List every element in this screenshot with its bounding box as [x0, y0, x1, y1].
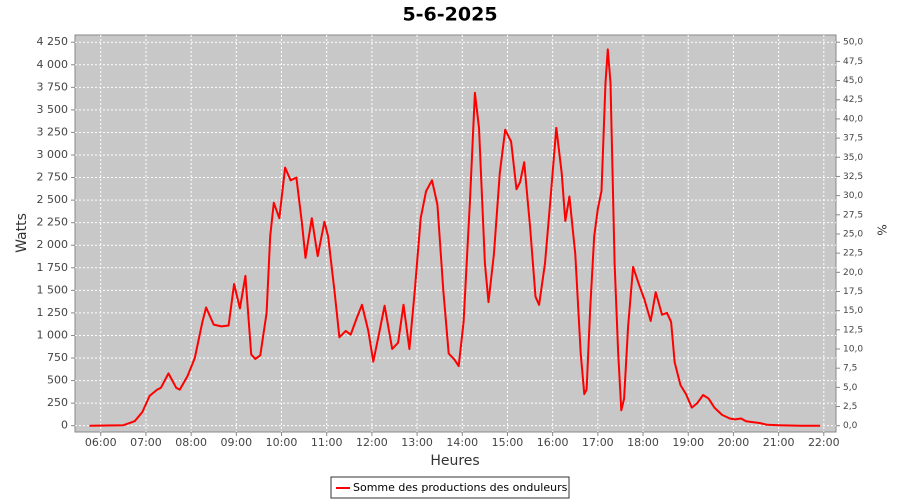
- x-tick-label: 16:00: [537, 436, 569, 449]
- y-tick-label: 2 750: [37, 171, 69, 184]
- y-tick-label: 1 000: [37, 328, 69, 341]
- y-tick-label: 500: [47, 374, 68, 387]
- legend-box: [330, 476, 570, 499]
- x-tick-label: 07:00: [130, 436, 162, 449]
- y-tick-label: 750: [47, 351, 68, 364]
- y-tick-label: 1 500: [37, 283, 69, 296]
- y2-tick-label: 15,0: [843, 306, 863, 316]
- y2-tick-label: 0,0: [843, 421, 858, 431]
- y-tick-label: 3 250: [37, 125, 69, 138]
- y2-axis-title: %: [875, 224, 889, 235]
- y-tick-label: 2 500: [37, 193, 69, 206]
- x-tick-label: 17:00: [582, 436, 614, 449]
- y-tick-label: 2 250: [37, 216, 69, 229]
- y-tick-label: 0: [61, 419, 68, 432]
- y2-tick-label: 22,5: [843, 249, 863, 259]
- y2-tick-label: 42,5: [843, 95, 863, 105]
- x-tick-label: 15:00: [492, 436, 524, 449]
- x-tick-label: 09:00: [220, 436, 252, 449]
- y-tick-label: 3 750: [37, 80, 69, 93]
- legend-label: Somme des productions des onduleurs: [353, 481, 568, 494]
- x-axis-title: Heures: [430, 453, 479, 469]
- x-tick-label: 22:00: [808, 436, 840, 449]
- y2-tick-label: 27,5: [843, 210, 863, 220]
- y-tick-label: 4 250: [37, 35, 69, 48]
- y2-tick-label: 40,0: [843, 114, 863, 124]
- y-tick-label: 1 250: [37, 306, 69, 319]
- y2-tick-label: 35,0: [843, 153, 863, 163]
- x-tick-label: 11:00: [311, 436, 343, 449]
- y-tick-label: 3 000: [37, 148, 69, 161]
- x-tick-label: 13:00: [401, 436, 433, 449]
- x-tick-label: 20:00: [718, 436, 750, 449]
- y2-tick-label: 2,5: [843, 402, 857, 412]
- y2-tick-label: 25,0: [843, 229, 863, 239]
- series-line: [89, 48, 821, 427]
- y2-tick-label: 20,0: [843, 268, 863, 278]
- plot-area: [74, 34, 837, 433]
- y-tick-label: 2 000: [37, 238, 69, 251]
- y2-tick-label: 17,5: [843, 287, 863, 297]
- x-tick-label: 12:00: [356, 436, 388, 449]
- y-axis-title: Watts: [14, 213, 30, 253]
- y2-tick-label: 32,5: [843, 172, 863, 182]
- x-tick-label: 18:00: [627, 436, 659, 449]
- x-tick-label: 10:00: [266, 436, 298, 449]
- y2-tick-label: 12,5: [843, 325, 863, 335]
- y2-tick-label: 45,0: [843, 76, 863, 86]
- y2-tick-label: 47,5: [843, 57, 863, 67]
- x-tick-label: 08:00: [175, 436, 207, 449]
- chart-title: 5-6-2025: [402, 4, 497, 26]
- y2-tick-label: 5,0: [843, 383, 858, 393]
- y2-tick-label: 10,0: [843, 345, 863, 355]
- x-tick-label: 19:00: [672, 436, 704, 449]
- y-tick-label: 4 000: [37, 58, 69, 71]
- y2-tick-label: 7,5: [843, 364, 857, 374]
- y2-tick-label: 30,0: [843, 191, 863, 201]
- y-tick-label: 3 500: [37, 103, 69, 116]
- x-tick-label: 21:00: [763, 436, 795, 449]
- x-tick-label: 14:00: [446, 436, 478, 449]
- y2-tick-label: 37,5: [843, 134, 863, 144]
- y-tick-label: 1 750: [37, 261, 69, 274]
- x-tick-label: 06:00: [85, 436, 117, 449]
- y2-tick-label: 50,0: [843, 38, 863, 48]
- y-tick-label: 250: [47, 396, 68, 409]
